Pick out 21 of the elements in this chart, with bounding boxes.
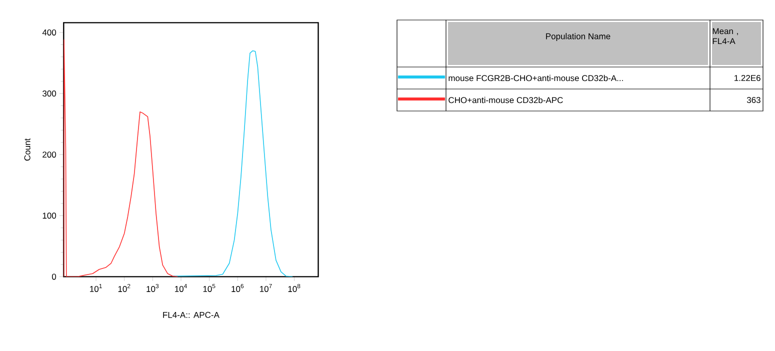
text: Mean , FL4-A [712,28,738,44]
y-tick-label: 100 [42,212,56,219]
y-tick-label: 200 [42,152,56,158]
x-tick-label: 10$^{7}$ [260,284,272,292]
y-tick-label: 400 [42,29,56,36]
y-axis-title: Count [24,138,30,161]
y-tick-label: 0 [52,274,56,280]
x-tick-label: 10$^{5}$ [203,284,216,292]
x-tick-label: 10$^{2}$ [118,284,130,292]
x-tick-label: 10$^{3}$ [146,284,159,292]
x-tick-label: 10$^{1}$ [90,284,102,292]
x-tick-label: 10$^{4}$ [175,284,187,292]
text: 1.22E6 [734,74,760,82]
text: 363 [746,96,760,104]
x-tick-label: 10$^{6}$ [232,284,244,292]
text: mouse FCGR2B-CHO+anti-mouse CD32b-A... [448,74,623,82]
x-tick-label: 10$^{8}$ [288,284,300,292]
text: Population Name [546,33,610,41]
x-axis-title: FL4-A:: APC-A [163,312,220,318]
y-tick-label: 300 [42,90,56,97]
text: CHO+anti-mouse CD32b-APC [448,96,563,104]
